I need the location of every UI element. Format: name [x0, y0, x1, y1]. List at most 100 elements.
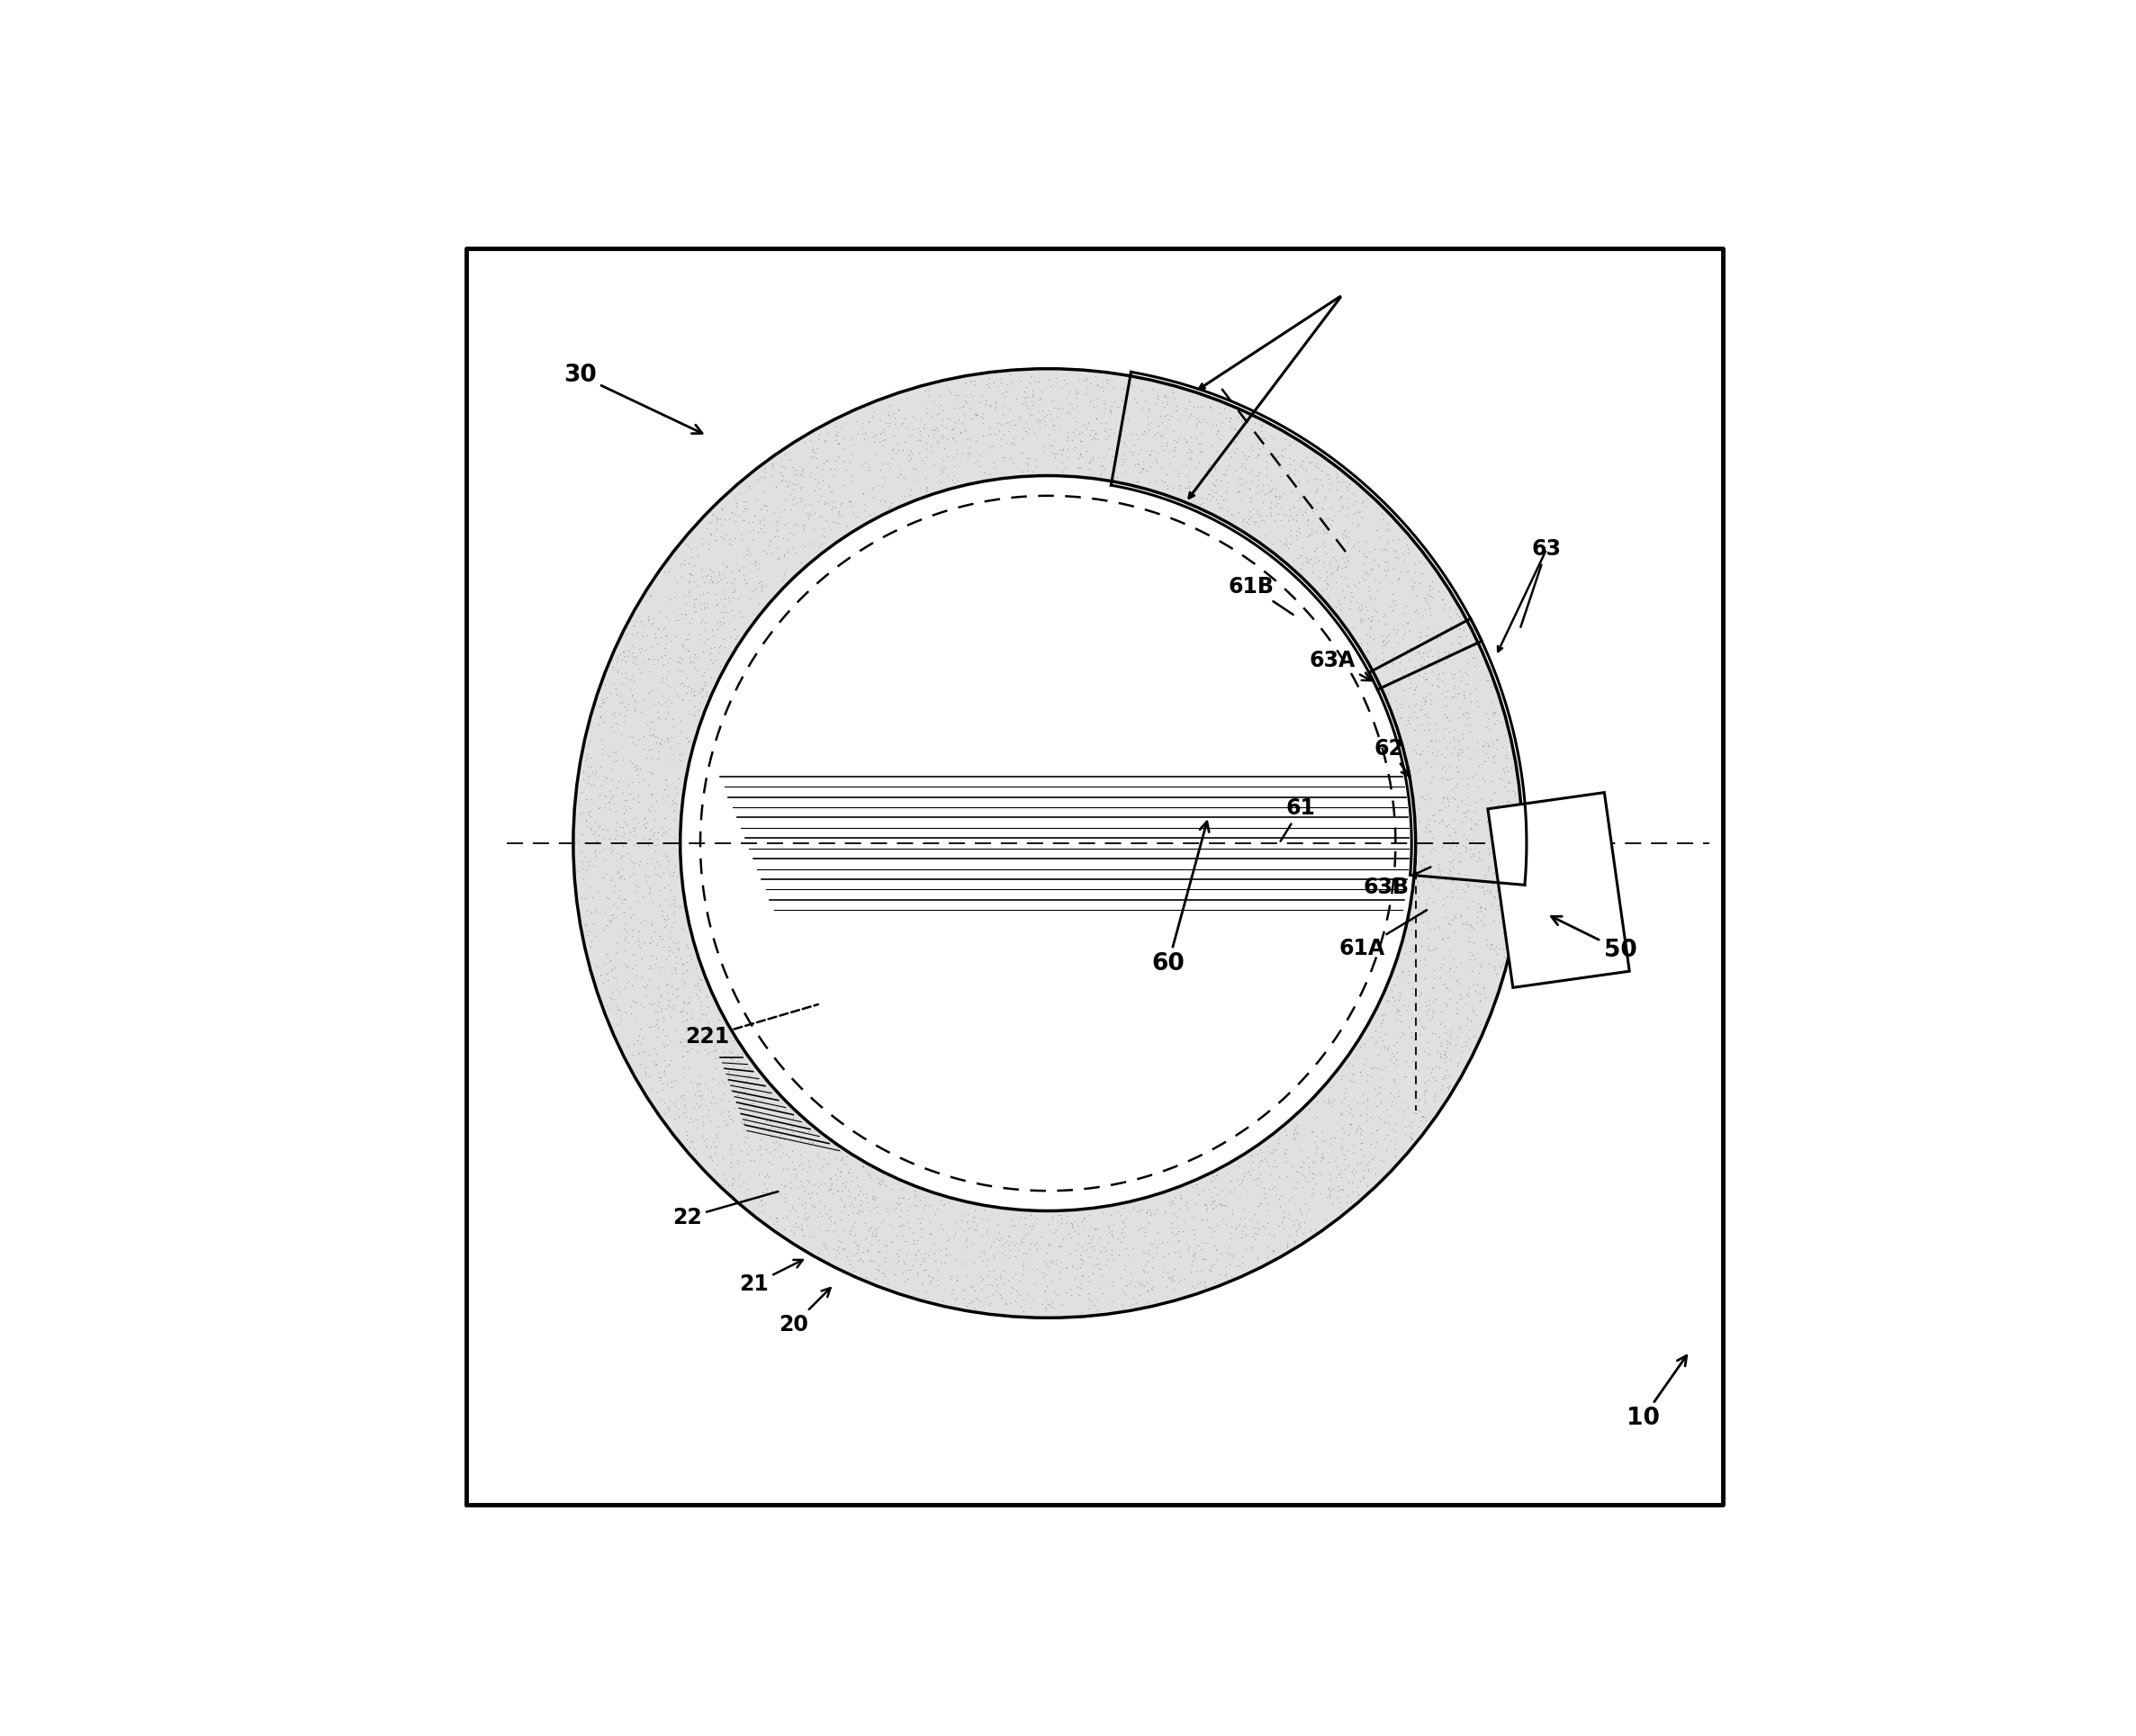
Point — [637, 1012, 671, 1040]
Point — [1482, 865, 1517, 892]
Point — [1269, 1141, 1303, 1168]
Point — [816, 1236, 850, 1264]
Point — [1235, 1156, 1269, 1184]
Point — [598, 708, 632, 736]
Point — [1121, 1215, 1156, 1243]
Point — [607, 936, 641, 963]
Point — [669, 1125, 703, 1153]
Point — [1198, 470, 1232, 498]
Point — [799, 444, 833, 472]
Point — [1346, 486, 1380, 514]
Point — [1367, 627, 1401, 654]
Point — [1241, 1245, 1275, 1272]
Point — [1209, 1212, 1243, 1240]
Point — [641, 1005, 675, 1033]
Point — [705, 496, 739, 524]
Point — [895, 415, 929, 443]
Point — [671, 998, 705, 1026]
Point — [1130, 1278, 1164, 1305]
Point — [1036, 432, 1070, 460]
Point — [713, 1153, 748, 1180]
Point — [773, 446, 807, 474]
Point — [607, 779, 641, 807]
Point — [707, 505, 741, 533]
Point — [1079, 420, 1113, 448]
Point — [1036, 1205, 1070, 1233]
Point — [1470, 856, 1504, 884]
Point — [1320, 464, 1354, 491]
Point — [607, 708, 641, 736]
Point — [1487, 755, 1521, 783]
Point — [701, 1123, 735, 1151]
Point — [594, 653, 628, 681]
Point — [1198, 479, 1232, 507]
Point — [1414, 726, 1448, 753]
Point — [1395, 908, 1429, 936]
Point — [1476, 809, 1510, 837]
Point — [1192, 1213, 1226, 1241]
Point — [1083, 1255, 1117, 1283]
Point — [1309, 1184, 1344, 1212]
Point — [1452, 937, 1487, 965]
Point — [677, 677, 711, 705]
Point — [1106, 1208, 1141, 1236]
Point — [933, 378, 968, 406]
Point — [1284, 1198, 1318, 1226]
Point — [1059, 1212, 1094, 1240]
Point — [1446, 910, 1480, 937]
Point — [619, 783, 654, 811]
Point — [684, 967, 718, 995]
Point — [1438, 724, 1472, 752]
Point — [998, 1286, 1032, 1314]
Point — [1397, 963, 1431, 991]
Point — [1015, 1215, 1049, 1243]
Point — [1352, 613, 1386, 641]
Point — [1429, 812, 1463, 840]
Point — [1305, 1160, 1339, 1187]
Point — [857, 1193, 891, 1220]
Point — [598, 701, 632, 729]
Point — [1271, 1161, 1305, 1189]
Point — [1124, 1196, 1158, 1224]
Point — [1141, 1219, 1175, 1246]
Point — [679, 981, 713, 1009]
Point — [1245, 505, 1279, 533]
Point — [581, 693, 615, 720]
Point — [792, 500, 827, 528]
Point — [1324, 1101, 1358, 1128]
Point — [705, 495, 739, 523]
Point — [1019, 408, 1053, 436]
Point — [908, 1255, 942, 1283]
Point — [884, 410, 918, 437]
Point — [733, 1132, 767, 1160]
Point — [1333, 1049, 1367, 1076]
Point — [1369, 653, 1403, 681]
Point — [1435, 661, 1470, 689]
Point — [1126, 1238, 1160, 1266]
Point — [824, 1198, 859, 1226]
Point — [1329, 516, 1363, 543]
Point — [662, 550, 696, 578]
Point — [1341, 1113, 1376, 1141]
Point — [846, 481, 880, 509]
Point — [743, 464, 778, 491]
Point — [1032, 398, 1066, 425]
Point — [859, 1222, 893, 1250]
Point — [835, 441, 869, 469]
Point — [1401, 741, 1435, 769]
Point — [1224, 406, 1258, 434]
Point — [1222, 498, 1256, 526]
Point — [1158, 1184, 1192, 1212]
Point — [1109, 1281, 1143, 1309]
Point — [1027, 1278, 1062, 1305]
Point — [1435, 906, 1470, 934]
Point — [637, 806, 671, 833]
Point — [581, 793, 615, 821]
Point — [946, 1285, 980, 1312]
Point — [1111, 1241, 1145, 1269]
Point — [1134, 410, 1168, 437]
Point — [1497, 854, 1532, 882]
Point — [904, 425, 938, 453]
Point — [579, 898, 613, 925]
Point — [874, 1227, 908, 1255]
